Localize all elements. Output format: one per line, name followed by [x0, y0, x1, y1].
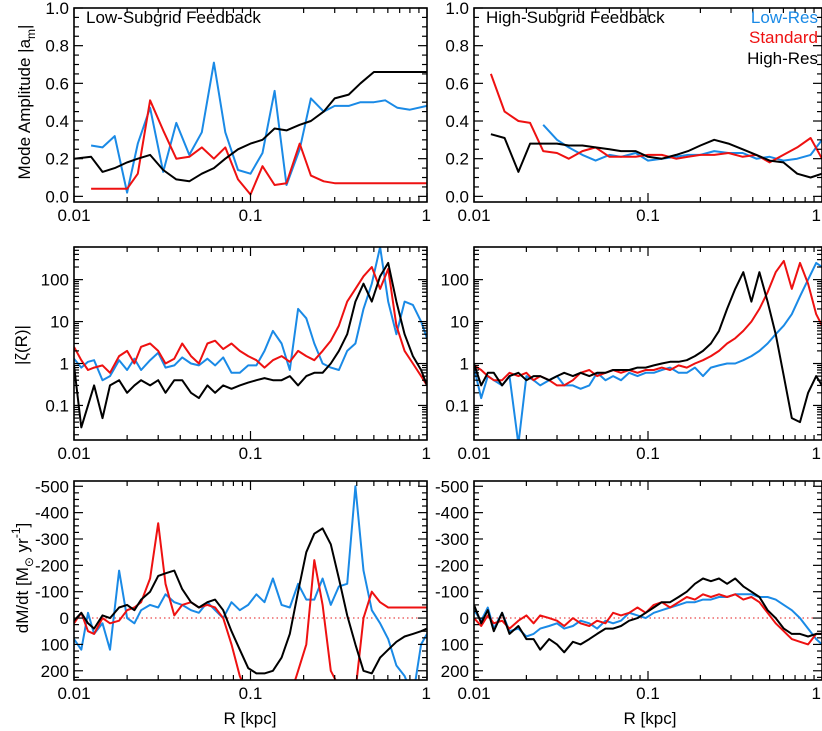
x-tick-label: 0.01 [457, 684, 490, 703]
y-tick-label: 0.0 [445, 187, 469, 206]
series-line-standard [74, 266, 427, 386]
legend-standard: Standard [749, 28, 818, 47]
series-line-low-res [90, 61, 427, 194]
x-tick-label: 0.1 [239, 684, 263, 703]
series-line-standard [74, 522, 427, 680]
y-tick-label: 1.0 [45, 0, 69, 18]
svg-text:Mode Amplitude |am|: Mode Amplitude |am| [15, 25, 38, 180]
y-tick-label: -400 [435, 504, 469, 523]
y-tick-label: 0 [60, 609, 69, 628]
y-tick-label: -100 [35, 583, 69, 602]
x-tick-label: 0.1 [239, 444, 263, 463]
x-tick-label: 1 [812, 206, 821, 225]
x-tick-label: 0.1 [239, 206, 263, 225]
y-tick-label: 100 [41, 635, 69, 654]
ylabel-dmdt: dM/dt [M⊙ yr-1] [9, 523, 36, 633]
x-tick-label: 0.1 [636, 444, 660, 463]
y-tick-label: 10 [50, 313, 69, 332]
panel-title-top-left: Low-Subgrid Feedback [86, 8, 261, 27]
series-line-high-res [74, 527, 427, 675]
series-line-high-res [490, 133, 822, 179]
y-tick-label: 100 [441, 635, 469, 654]
series-line-high-res [74, 71, 427, 183]
x-tick-label: 0.1 [636, 684, 660, 703]
series-line-low-res [474, 261, 822, 440]
y-tick-label: -100 [435, 583, 469, 602]
svg-text:dM/dt [M⊙ yr-1]: dM/dt [M⊙ yr-1] [9, 523, 36, 633]
y-tick-label: -300 [35, 530, 69, 549]
y-tick-label: 1 [60, 355, 69, 374]
y-tick-label: 0.0 [45, 187, 69, 206]
y-tick-label: 0.2 [45, 150, 69, 169]
y-tick-label: -200 [435, 556, 469, 575]
y-tick-label: 0.8 [45, 37, 69, 56]
svg-text:|ζ(R)|: |ζ(R)| [12, 325, 31, 365]
plot-frame [73, 480, 428, 681]
y-tick-label: 0.1 [445, 396, 469, 415]
y-tick-label: 0.6 [445, 74, 469, 93]
x-tick-label: 0.01 [457, 444, 490, 463]
y-tick-label: 0.2 [445, 150, 469, 169]
series-line-standard [91, 99, 427, 196]
y-tick-label: 100 [41, 271, 69, 290]
x-tick-label: 1 [812, 444, 821, 463]
ylabel-mode-amplitude: Mode Amplitude |am| [15, 25, 38, 180]
y-tick-label: 0.6 [45, 74, 69, 93]
panel-top-left: 0.01 0.1 1 0.0 0.2 0.4 0.6 0.8 1.0 [45, 0, 431, 225]
y-tick-label: 1 [460, 355, 469, 374]
y-tick-label: 0.1 [45, 396, 69, 415]
y-tick-label: 200 [441, 662, 469, 681]
series-line-standard [489, 73, 822, 164]
y-tick-label: -500 [35, 477, 69, 496]
x-tick-label: 1 [422, 206, 431, 225]
x-tick-label: 0.01 [57, 206, 90, 225]
series-line-high-res [74, 261, 427, 429]
series-line-low-res [74, 485, 427, 680]
panel-middle-left: 0.01 0.1 1 0.1 1 10 100 [41, 246, 431, 463]
x-tick-label: 0.01 [57, 684, 90, 703]
y-tick-label: -500 [435, 477, 469, 496]
panel-bottom-left: 0.01 0.1 1 -500 -400 -300 -200 -100 0 100 200 [35, 477, 431, 703]
legend-low-res: Low-Res [751, 8, 818, 27]
x-tick-label: 0.01 [57, 444, 90, 463]
plot-frame [473, 246, 822, 441]
panel-title-top-right: High-Subgrid Feedback [486, 8, 665, 27]
panel-bottom-right: 0.01 0.1 1 -500 -400 -300 -200 -100 0 100 200 [435, 477, 822, 703]
x-tick-label: 0.01 [457, 206, 490, 225]
panel-middle-right: 0.01 0.1 1 0.1 1 10 100 [441, 246, 822, 463]
series-line-low-res [74, 247, 427, 382]
plot-frame [473, 480, 822, 681]
panel-top-right: 0.01 0.1 1 0.0 0.2 0.4 0.6 0.8 1.0 [445, 0, 822, 225]
series-line-low-res [542, 124, 822, 162]
series-line-low-res [474, 593, 822, 646]
ylabel-zeta: |ζ(R)| [12, 325, 31, 365]
y-tick-label: 1.0 [445, 0, 469, 18]
series-line-high-res [474, 577, 822, 654]
x-tick-label: 1 [422, 684, 431, 703]
y-tick-label: 0 [460, 609, 469, 628]
y-tick-label: 0.4 [445, 112, 469, 131]
y-tick-label: 10 [450, 313, 469, 332]
y-tick-label: 100 [441, 271, 469, 290]
y-tick-label: -300 [435, 530, 469, 549]
y-tick-label: -200 [35, 556, 69, 575]
x-tick-label: 1 [422, 444, 431, 463]
series-line-high-res [474, 271, 822, 424]
x-tick-label: 1 [812, 684, 821, 703]
series-line-standard [474, 259, 822, 387]
xlabel-left: R [kpc] [224, 709, 277, 728]
legend-high-res: High-Res [747, 49, 818, 68]
y-tick-label: 0.4 [45, 112, 69, 131]
y-tick-label: -400 [35, 504, 69, 523]
x-tick-label: 0.1 [636, 206, 660, 225]
y-tick-label: 0.8 [445, 37, 469, 56]
xlabel-right: R [kpc] [624, 709, 677, 728]
y-tick-label: 200 [41, 662, 69, 681]
